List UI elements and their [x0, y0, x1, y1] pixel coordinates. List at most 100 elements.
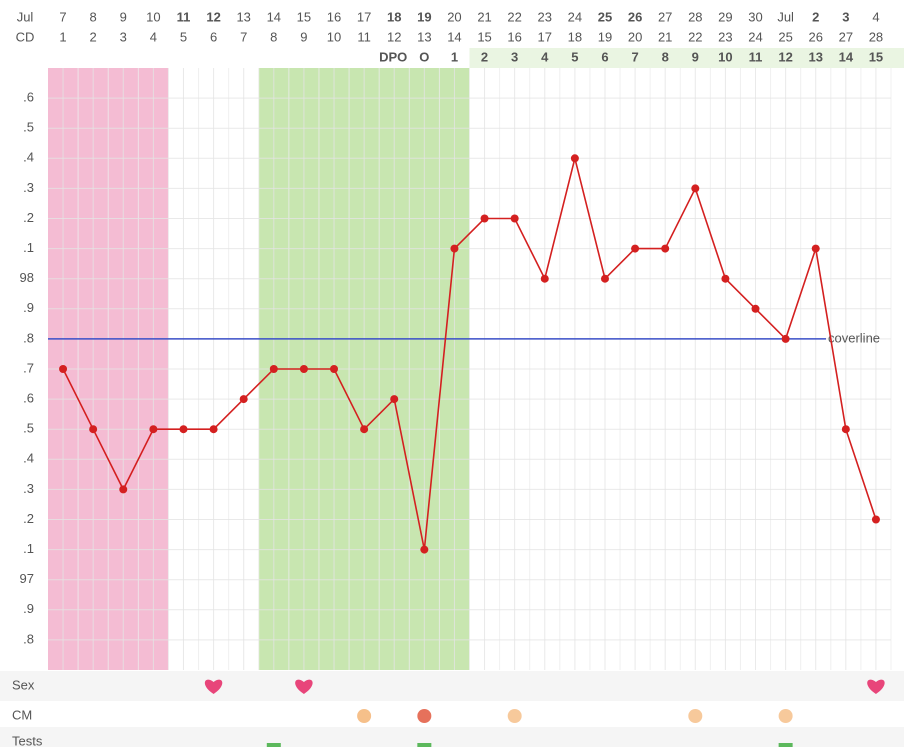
month-label: Jul	[17, 9, 34, 24]
date-label: 10	[146, 9, 160, 24]
date-label: 9	[120, 9, 127, 24]
temperature-point	[751, 304, 760, 313]
row-label: CM	[12, 707, 32, 722]
temperature-point	[600, 274, 609, 283]
cd-label: 21	[658, 29, 672, 44]
date-label: 13	[236, 9, 250, 24]
cm-icon	[417, 709, 432, 723]
dpo-label: 4	[541, 49, 549, 64]
cd-label: 20	[628, 29, 642, 44]
dpo-label: 1	[451, 49, 458, 64]
date-label: 21	[477, 9, 491, 24]
temperature-point	[360, 425, 369, 434]
date-label: 14	[267, 9, 281, 24]
date-label: 29	[718, 9, 732, 24]
coverline-label: coverline	[828, 330, 880, 345]
dpo-label: 15	[869, 49, 883, 64]
cd-label: 15	[477, 29, 491, 44]
row-band	[0, 701, 904, 731]
date-label: 3	[842, 9, 849, 24]
date-label: 8	[90, 9, 97, 24]
y-tick-label: .1	[23, 240, 34, 255]
sex-heart	[867, 679, 885, 694]
cd-label: 27	[839, 29, 853, 44]
date-label: 18	[387, 9, 401, 24]
date-label: 26	[628, 9, 642, 24]
temperature-point	[119, 485, 128, 494]
temperature-point	[299, 365, 308, 373]
row-band	[0, 671, 904, 701]
cd-label: 12	[387, 29, 401, 44]
y-tick-label: .9	[23, 601, 34, 616]
y-tick-label: .5	[23, 421, 34, 436]
temperature-point	[691, 184, 700, 193]
dpo-label: 13	[808, 49, 822, 64]
cd-label: 16	[507, 29, 521, 44]
cd-label: 18	[568, 29, 582, 44]
y-tick-label: 98	[20, 270, 34, 285]
sex-heart	[295, 679, 313, 694]
date-label: 17	[357, 9, 371, 24]
cd-label: 11	[357, 29, 371, 44]
dpo-label: O	[419, 49, 429, 64]
y-tick-label: .1	[23, 541, 34, 556]
temperature-point	[480, 214, 489, 223]
dpo-label: 8	[662, 49, 669, 64]
temperature-point	[631, 244, 640, 253]
y-tick-label: .2	[23, 210, 34, 225]
cd-label: 6	[210, 29, 217, 44]
cd-label: 24	[748, 29, 762, 44]
sex-heart	[204, 679, 223, 694]
temperature-point	[420, 545, 429, 554]
temperature-point	[89, 425, 98, 434]
cd-label: 23	[718, 29, 732, 44]
y-tick-label: .6	[23, 90, 34, 105]
dpo-row-label: DPO	[379, 49, 407, 64]
date-label: 25	[598, 9, 612, 24]
dpo-label: 5	[571, 49, 578, 64]
cd-label: 10	[327, 29, 341, 44]
dpo-label: 9	[692, 49, 699, 64]
y-tick-label: .7	[23, 360, 34, 375]
y-tick-label: 97	[20, 571, 34, 586]
temperature-line	[62, 158, 877, 550]
dpo-label: 3	[511, 49, 518, 64]
temperature-point	[149, 425, 158, 434]
test-icon	[417, 743, 432, 747]
cd-label: 9	[300, 29, 307, 44]
y-tick-label: .6	[23, 391, 34, 406]
cd-label: 8	[270, 29, 277, 44]
dpo-label: 6	[601, 49, 608, 64]
temperature-point	[390, 395, 399, 404]
date-label: 23	[538, 9, 552, 24]
temperature-point	[811, 244, 820, 253]
y-tick-label: .2	[23, 511, 34, 526]
cd-label: 26	[808, 29, 822, 44]
temperature-point	[59, 365, 68, 373]
cm-icon	[507, 709, 522, 723]
temperature-point	[330, 365, 339, 373]
cm-icon	[778, 709, 793, 723]
y-tick-label: .8	[23, 631, 34, 646]
cd-label: 22	[688, 29, 702, 44]
y-tick-label: .5	[23, 120, 34, 135]
date-label: 27	[658, 9, 672, 24]
temperature-point	[269, 365, 278, 373]
cd-label: 28	[869, 29, 883, 44]
temperature-point	[510, 214, 519, 223]
dpo-label: 11	[749, 49, 763, 64]
cd-label: 5	[180, 29, 187, 44]
temperature-point	[721, 274, 730, 283]
date-label: 4	[872, 9, 879, 24]
dpo-label: 12	[778, 49, 792, 64]
cd-label: 3	[120, 29, 127, 44]
date-label: 12	[206, 9, 220, 24]
cd-label: 1	[59, 29, 66, 44]
cd-label: 4	[150, 29, 157, 44]
temperature-point	[841, 425, 850, 434]
cm-icon	[688, 709, 703, 723]
temperature-point	[239, 395, 248, 404]
date-label: 7	[59, 9, 66, 24]
cm-icon	[357, 709, 372, 723]
